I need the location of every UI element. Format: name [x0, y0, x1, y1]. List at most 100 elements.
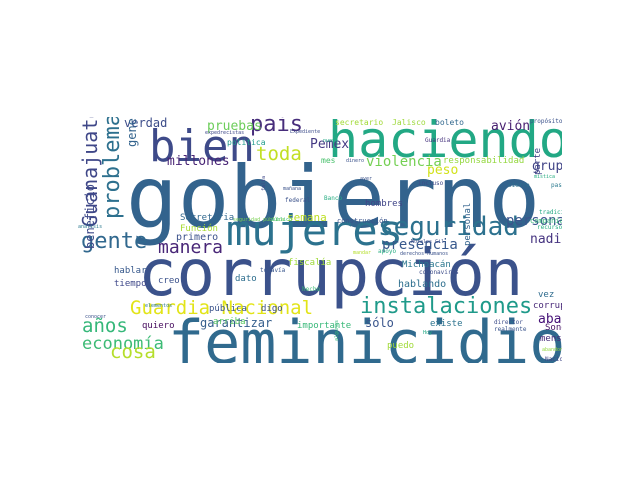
- word: director: [494, 319, 523, 326]
- word: mes: [321, 156, 336, 165]
- word-cloud: corrupción gobierno feminicidio haciendo…: [78, 117, 562, 363]
- word: mandar: [353, 250, 372, 256]
- word: mística: [534, 174, 556, 180]
- word: avión: [491, 119, 531, 134]
- word: manera: [158, 237, 224, 258]
- word: garantizar: [200, 316, 273, 330]
- word: primero: [176, 232, 219, 243]
- word: conocer: [85, 314, 107, 320]
- word: cierre: [508, 182, 530, 189]
- word: abandonado: [542, 347, 562, 353]
- word: vez: [538, 290, 555, 300]
- word: coronavirus: [419, 269, 459, 276]
- word: gente: [81, 229, 148, 254]
- word: compañía: [530, 217, 562, 225]
- word: Secretaria: [180, 213, 235, 223]
- word: nadie: [530, 232, 562, 247]
- word: creo: [158, 276, 180, 286]
- word: corrupción: [138, 237, 524, 311]
- word: peso: [427, 163, 459, 178]
- word: mensaje: [540, 334, 562, 344]
- word: Hoy: [423, 330, 433, 336]
- word: elementos: [145, 303, 173, 309]
- word: público: [271, 217, 293, 223]
- word: sólo: [365, 316, 394, 330]
- word: Pemex: [310, 137, 350, 152]
- word: feminicidio: [168, 308, 562, 363]
- word: Jalisco: [392, 118, 426, 127]
- word: boleto: [435, 118, 464, 127]
- word: apoyo: [378, 248, 397, 255]
- word: hecho: [302, 286, 321, 293]
- word: falta: [261, 175, 267, 191]
- word: Michoacán: [402, 260, 451, 270]
- word: general: [125, 117, 139, 147]
- word: dinero: [346, 158, 365, 164]
- word: beneficio: [83, 183, 97, 249]
- word: quiero: [142, 321, 175, 331]
- word: incluso: [418, 180, 444, 187]
- word: Nacional: [545, 356, 562, 363]
- word: violencia: [366, 154, 442, 170]
- word: tradición: [539, 209, 562, 216]
- word: hablando: [398, 279, 447, 290]
- word: Guardia: [425, 137, 451, 144]
- word: análisis: [78, 224, 103, 230]
- word: derechos humanos: [400, 251, 449, 257]
- word: corrupto: [533, 301, 562, 311]
- word: algunos: [334, 319, 340, 341]
- word: realmente: [494, 326, 527, 333]
- word: mujeres: [226, 206, 404, 255]
- word: responsabilidad: [443, 156, 525, 166]
- word: pasado: [551, 182, 562, 189]
- word: economía: [82, 334, 164, 354]
- word: país: [250, 117, 303, 137]
- word: persona: [506, 213, 562, 229]
- word: semana: [287, 211, 327, 224]
- word: verdad: [124, 117, 168, 130]
- word: puedo: [387, 341, 415, 351]
- word: mañana: [283, 186, 302, 192]
- word: secretario: [335, 118, 384, 127]
- word: expedrecistas: [205, 130, 245, 136]
- word: Función: [180, 224, 218, 234]
- word: millones: [167, 154, 230, 169]
- word: dato: [235, 274, 257, 284]
- word: importante: [297, 321, 352, 331]
- word: seguridad pública: [233, 217, 285, 223]
- word: arriba: [213, 317, 246, 327]
- word: haciendo: [328, 117, 562, 169]
- word: fiscalía: [288, 258, 332, 268]
- word: Sonora: [545, 323, 562, 333]
- word: presencia: [382, 237, 458, 253]
- word: problema: [100, 117, 125, 219]
- word: hombres: [365, 199, 403, 209]
- word: seguridad: [378, 212, 519, 242]
- word: ayer: [360, 176, 373, 182]
- word: años: [82, 315, 128, 337]
- word: Guardia Nacional: [130, 297, 314, 319]
- word: pruebas: [207, 119, 262, 134]
- word: Expediente: [290, 129, 321, 135]
- word: gobierno: [126, 148, 541, 248]
- word: hablar: [114, 266, 147, 276]
- word: recursos: [537, 224, 562, 231]
- word: pública: [209, 304, 247, 314]
- word: grupo: [532, 159, 562, 174]
- word: construcción: [337, 217, 388, 225]
- word: todavía: [260, 267, 286, 274]
- word: Morales Gil: [411, 239, 445, 245]
- word: tiempo: [114, 279, 147, 289]
- word: toda: [256, 143, 302, 165]
- word: bien: [149, 121, 255, 172]
- word: Banco: [324, 195, 343, 202]
- word: digo: [261, 304, 283, 314]
- word: existe: [430, 319, 463, 329]
- word: parte: [533, 147, 543, 175]
- word: instalaciones: [360, 294, 533, 319]
- word: nuevo: [323, 138, 339, 144]
- word: abajo: [538, 312, 562, 327]
- word: personal: [463, 202, 473, 246]
- word: cosa: [110, 341, 156, 363]
- word: propósito: [530, 118, 562, 125]
